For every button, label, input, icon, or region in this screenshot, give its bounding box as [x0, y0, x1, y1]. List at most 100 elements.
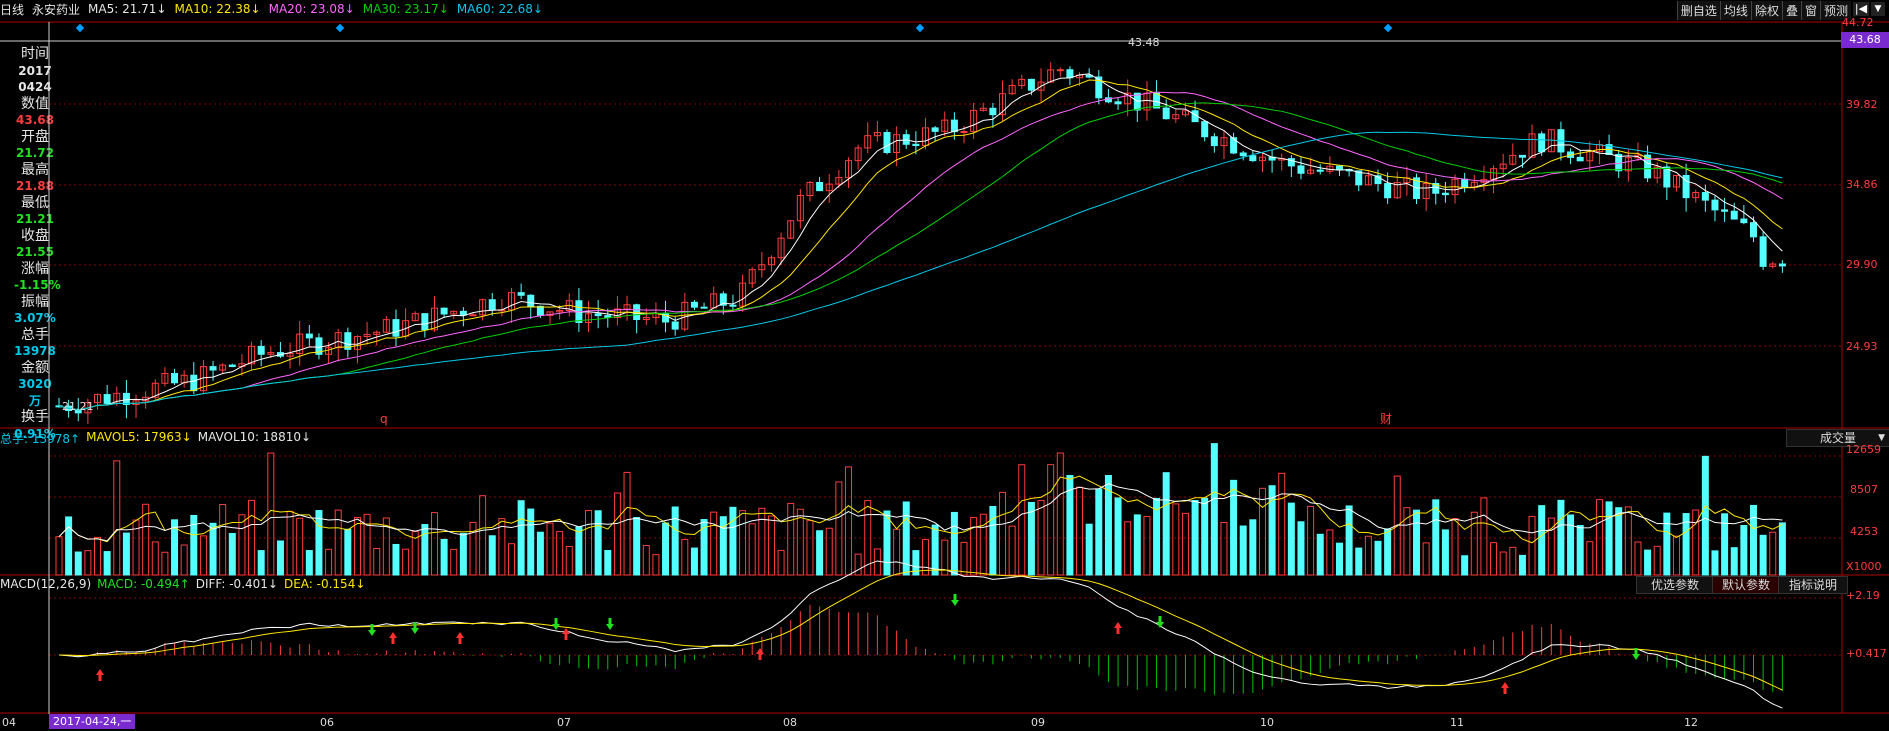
- volume-bar: [565, 546, 573, 576]
- back-icon[interactable]: |◀: [1853, 2, 1869, 16]
- candle-body: [508, 292, 516, 311]
- forecast-button[interactable]: 预测: [1819, 1, 1851, 20]
- volume-bar: [556, 531, 564, 576]
- volume-bar: [1316, 533, 1324, 576]
- volume-bar: [893, 528, 901, 576]
- overlay-button[interactable]: 叠: [1781, 1, 1801, 20]
- remove-favorite-button[interactable]: 删自选: [1676, 1, 1720, 20]
- candle-body: [440, 307, 448, 315]
- candle-body: [286, 353, 294, 357]
- volume-header: 总手: 13978↑ MAVOL5: 17963↓ MAVOL10: 18810…: [0, 430, 311, 447]
- volume-bar: [122, 532, 130, 576]
- volume-bar: [315, 510, 323, 576]
- volume-bar: [1518, 554, 1526, 576]
- volume-bar: [1258, 487, 1266, 576]
- volume-bar: [1287, 502, 1295, 576]
- volume-bar: [787, 502, 795, 576]
- chevron-down-icon[interactable]: ▼: [1871, 2, 1885, 16]
- time-axis-tick: 08: [783, 716, 797, 729]
- candle-body: [248, 345, 256, 365]
- macd-header: MACD(12,26,9) MACD: -0.494↑ DIFF: -0.401…: [0, 577, 365, 591]
- ma20-line: [58, 91, 1783, 411]
- high-label: 最高: [21, 161, 49, 178]
- candle-body: [1316, 169, 1324, 172]
- volume-bar: [1778, 522, 1786, 576]
- volume-bar: [1181, 512, 1189, 576]
- candle-body: [893, 134, 901, 153]
- volume-bar: [84, 550, 92, 576]
- ma60-line: [58, 131, 1783, 411]
- buy-arrow-icon: [1114, 622, 1122, 634]
- volume-bar: [1278, 472, 1286, 576]
- buy-arrow-icon: [389, 632, 397, 644]
- candle-body: [1162, 107, 1170, 120]
- volume-bar: [1384, 528, 1392, 576]
- volume-bar: [1749, 504, 1757, 576]
- candle-body: [1172, 114, 1180, 120]
- ex-rights-button[interactable]: 除权: [1750, 1, 1782, 20]
- chevron-down-icon: ▼: [1878, 433, 1885, 443]
- candle-body: [1230, 137, 1238, 154]
- event-marker-finance[interactable]: 财: [1380, 412, 1393, 426]
- candle-body: [1538, 133, 1546, 153]
- ma30-line: [58, 102, 1783, 411]
- candle-body: [854, 147, 862, 162]
- info-high: 21.88: [16, 179, 54, 193]
- volume-bar: [1037, 500, 1045, 576]
- volume-unit: X1000: [1846, 560, 1882, 573]
- candle-body: [1287, 158, 1295, 167]
- volume-bar: [979, 513, 987, 576]
- diff-readout: DIFF: -0.401↓: [195, 577, 278, 591]
- ma-settings-button[interactable]: 均线: [1719, 1, 1751, 20]
- stock-name: 永安药业: [32, 2, 81, 17]
- candle-body: [1441, 192, 1449, 196]
- candle-body: [671, 321, 679, 330]
- candle-body: [1258, 156, 1266, 162]
- value-label: 数值: [21, 95, 49, 112]
- candle-body: [1509, 154, 1517, 165]
- candle-body: [1008, 84, 1016, 95]
- volume-bar: [1201, 497, 1209, 576]
- volume-bar: [604, 549, 612, 576]
- candle-body: [1711, 199, 1719, 211]
- volume-bar: [334, 509, 342, 576]
- candle-body: [411, 313, 419, 322]
- candle-body: [430, 307, 438, 331]
- amount-label: 金额: [21, 359, 49, 376]
- indicator-help-button[interactable]: 指标说明: [1778, 576, 1848, 594]
- candle-body: [864, 135, 872, 149]
- volume-bar: [1490, 542, 1498, 576]
- window-button[interactable]: 窗: [1800, 1, 1820, 20]
- volume-bar: [671, 506, 679, 576]
- info-open: 21.72: [16, 146, 54, 160]
- candle-body: [1749, 222, 1757, 238]
- volume-bar: [498, 518, 506, 576]
- mavol10-readout: MAVOL10: 18810↓: [197, 430, 312, 444]
- period-label[interactable]: 日线: [0, 2, 25, 17]
- sell-arrow-icon: [368, 624, 376, 636]
- volume-bar: [1153, 497, 1161, 576]
- volume-bar: [1133, 514, 1141, 576]
- candlestick-series: [55, 62, 1786, 424]
- volume-indicator-dropdown[interactable]: 成交量 ▼: [1786, 429, 1889, 447]
- candle-body: [931, 127, 939, 132]
- volume-bar: [941, 539, 949, 576]
- dea-readout: DEA: -0.154↓: [283, 577, 366, 591]
- candle-body: [594, 313, 602, 317]
- volume-bar: [296, 517, 304, 576]
- volume-bar: [739, 510, 747, 576]
- event-marker-q[interactable]: q: [380, 412, 388, 426]
- default-params-button[interactable]: 默认参数: [1712, 576, 1780, 594]
- time-axis-tick: 07: [557, 716, 571, 729]
- candle-body: [1663, 166, 1671, 188]
- volume-bar: [1499, 551, 1507, 576]
- candle-body: [1384, 183, 1392, 199]
- candle-body: [1153, 92, 1161, 109]
- candle-body: [1759, 236, 1767, 267]
- volume-bar: [190, 514, 198, 576]
- optimize-params-button[interactable]: 优选参数: [1636, 576, 1714, 594]
- volume-bar: [1095, 488, 1103, 576]
- volume-bar: [1364, 535, 1372, 576]
- volume-bar: [1711, 550, 1719, 576]
